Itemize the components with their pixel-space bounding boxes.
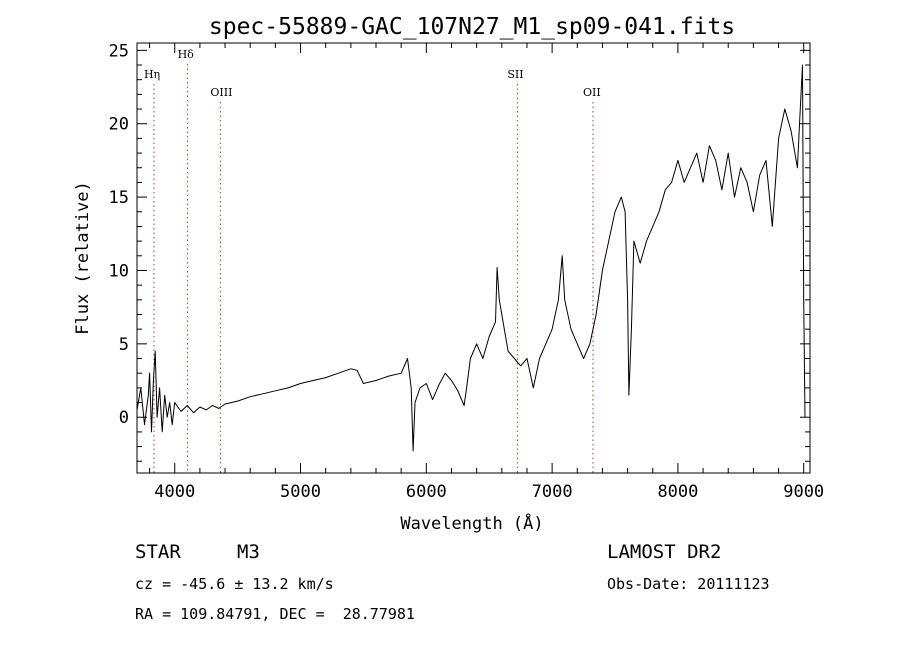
object-class: STAR: [135, 541, 181, 563]
obs-date: Obs-Date: 20111123: [607, 575, 770, 593]
survey-name: LAMOST DR2: [607, 541, 722, 563]
axis-tick-labels: 4000 5000 6000 7000 8000 9000 0 5 10 15 20 25: [109, 41, 825, 502]
marker-label: SII: [507, 68, 523, 81]
marker-label: OIII: [210, 86, 232, 99]
line-markers: Hη Hδ OIII SII OII: [144, 48, 601, 473]
object-subclass: M3: [237, 541, 260, 563]
x-tick-label: 7000: [532, 482, 573, 502]
axis-ticks: [137, 43, 810, 473]
spectrum-line: [136, 64, 806, 452]
marker-label: Hδ: [178, 48, 195, 61]
y-tick-label: 25: [109, 41, 129, 61]
redshift-cz: cz = -45.6 ± 13.2 km/s: [135, 575, 334, 593]
y-tick-label: 20: [109, 115, 129, 135]
x-axis-label: Wavelength (Å): [400, 512, 543, 534]
y-tick-label: 15: [109, 188, 129, 208]
chart-title: spec-55889-GAC_107N27_M1_sp09-041.fits: [209, 14, 735, 40]
y-tick-label: 5: [119, 335, 129, 355]
x-tick-label: 8000: [657, 482, 698, 502]
y-tick-label: 0: [119, 408, 129, 428]
ra-dec: RA = 109.84791, DEC = 28.77981: [135, 605, 415, 623]
y-tick-label: 10: [109, 261, 129, 281]
y-axis-label: Flux (relative): [73, 181, 93, 335]
plot-frame: [136, 42, 811, 474]
x-tick-label: 9000: [783, 482, 824, 502]
x-tick-label: 5000: [280, 482, 321, 502]
marker-label: Hη: [144, 68, 160, 81]
marker-label: OII: [583, 86, 601, 99]
x-tick-label: 6000: [406, 482, 447, 502]
x-tick-label: 4000: [154, 482, 195, 502]
